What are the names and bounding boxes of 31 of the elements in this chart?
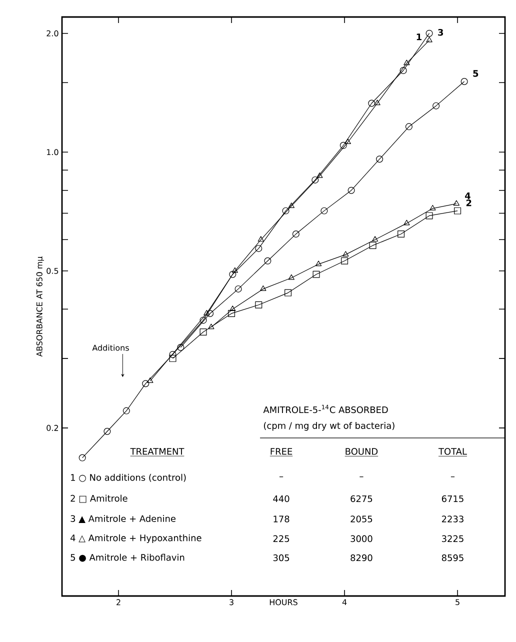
annotation: 6275 [350, 495, 372, 502]
annotation: – [279, 476, 284, 478]
annotation: TOTAL [438, 448, 467, 455]
annotation: 440 [273, 495, 290, 502]
series-label: 5 [473, 70, 478, 77]
annotation: – [360, 476, 364, 478]
series-label: 2 [466, 199, 472, 206]
annotation: (cpm / mg dry wt of bacteria) [264, 422, 394, 431]
annotation: 8595 [442, 554, 464, 562]
annotation: 5 ● Amitrole + Riboflavin [70, 554, 184, 562]
annotation: 305 [273, 554, 290, 562]
annotation: 4 △ Amitrole + Hypoxanthine [70, 534, 202, 544]
annotation: 3225 [442, 535, 464, 542]
annotation: 3 ▲ Amitrole + Adenine [70, 515, 176, 523]
annotation: 8290 [350, 554, 372, 562]
annotation: 225 [273, 535, 290, 542]
series-label: 4 [465, 192, 470, 199]
series-label: 1 [416, 34, 422, 40]
annotation: 1 ○ No additions (control) [71, 474, 186, 482]
annotation: BOUND [346, 448, 378, 455]
annotation: TREATMENT [130, 448, 184, 455]
annotation: 2233 [442, 516, 464, 522]
annotation: FREE [270, 448, 292, 455]
series-label: 3 [438, 28, 444, 36]
annotation: 6715 [442, 495, 464, 502]
annotation: 178 [274, 516, 290, 522]
annotation: 2 □ Amitrole [70, 494, 128, 503]
annotation: AMITROLE-5-$^{14}$C ABSORBED [263, 404, 388, 414]
annotation: – [450, 476, 455, 478]
annotation: 3000 [350, 535, 372, 542]
annotation: 2055 [350, 516, 372, 522]
